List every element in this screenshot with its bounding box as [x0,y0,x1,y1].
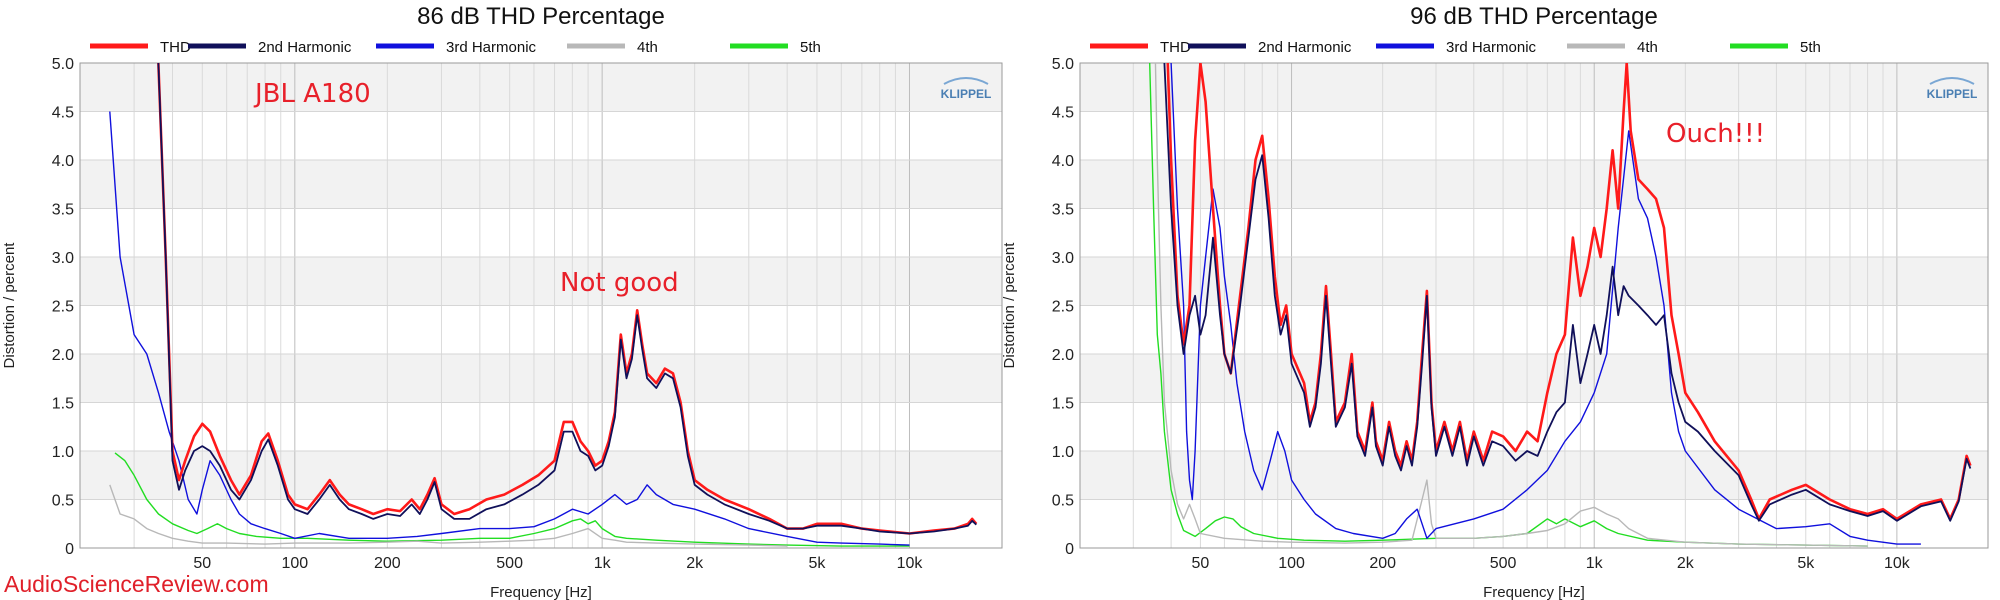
legend-label: THD [1160,39,1191,56]
y-tick-label: 1.0 [52,444,74,461]
x-tick-label: 100 [1278,555,1305,572]
legend-label: 4th [1637,39,1658,56]
klippel-arc [943,77,989,85]
y-tick-label: 5.0 [1052,56,1074,73]
x-tick-label: 50 [1192,555,1210,572]
series-line-4th [109,484,788,547]
klippel-logo: KLIPPEL [941,77,992,101]
legend-label: 5th [1800,39,1821,56]
y-tick-label: 2.0 [52,347,74,364]
annotation: Ouch!!! [1666,119,1765,149]
legend-label: 3rd Harmonic [1446,39,1537,56]
y-tick-label: 4.0 [1052,153,1074,170]
x-tick-label: 2k [1677,555,1695,572]
x-tick-label: 200 [1369,555,1396,572]
y-tick-label: 0.5 [1052,493,1074,510]
grid-band [80,451,1002,500]
plot-frame [1079,62,1989,549]
y-tick-label: 1.0 [1052,444,1074,461]
grid-band [80,160,1002,209]
y-tick-label: 4.5 [52,105,74,122]
y-tick-label: 1.5 [1052,396,1074,413]
x-tick-label: 2k [686,555,704,572]
y-tick-label: 3.5 [52,202,74,219]
series-line-4th [1154,63,1868,547]
series-line-3rd-harmonic [109,111,910,546]
x-tick-label: 200 [374,555,401,572]
x-tick-label: 50 [193,555,211,572]
x-tick-label: 10k [897,555,924,572]
klippel-logo-text: KLIPPEL [941,87,992,101]
y-tick-label: 1.5 [52,396,74,413]
y-axis-label: Distortion / percent [1001,242,1018,369]
klippel-arc [1929,77,1975,85]
y-tick-label: 0 [65,541,74,558]
grid-band [80,354,1002,403]
legend-label: 3rd Harmonic [446,39,537,56]
x-tick-label: 1k [1586,555,1604,572]
grid-band [1080,160,1988,209]
grid-band [80,63,1002,112]
y-axis-label: Distortion / percent [1,242,18,369]
x-tick-label: 500 [496,555,523,572]
x-tick-label: 10k [1884,555,1911,572]
grid-band [1080,451,1988,500]
series-line-2nd-harmonic [1163,63,1972,522]
annotation: Not good [560,268,679,298]
annotation: JBL A180 [253,79,371,109]
legend-label: 4th [637,39,658,56]
y-tick-label: 4.0 [52,153,74,170]
y-tick-label: 0.5 [52,493,74,510]
y-tick-label: 4.5 [1052,105,1074,122]
x-axis-label: Frequency [Hz] [1483,584,1585,600]
legend-label: 5th [800,39,821,56]
series-line-5th [1149,63,1868,547]
klippel-logo: KLIPPEL [1927,77,1978,101]
grid-band [1080,354,1988,403]
grid-band [80,257,1002,306]
watermark: AudioScienceReview.com [4,571,269,597]
y-tick-label: 3.0 [1052,250,1074,267]
y-tick-label: 2.5 [52,299,74,316]
x-tick-label: 500 [1490,555,1517,572]
chart-title: 96 dB THD Percentage [1410,3,1658,30]
legend-label: THD [160,39,191,56]
x-axis-label: Frequency [Hz] [490,584,592,600]
series-line-thd [157,63,978,535]
chart-panel-2: 0 0.5 1.0 1.5 2.0 2.5 3.0 3.5 4.0 4.5 5.0 50 100 200 5… [1001,3,1989,600]
x-tick-label: 1k [594,555,612,572]
x-tick-label: 5k [809,555,827,572]
series-line-2nd-harmonic [157,63,977,535]
series-line-5th [114,452,910,547]
klippel-logo-text: KLIPPEL [1927,87,1978,101]
y-tick-label: 3.5 [1052,202,1074,219]
chart-title: 86 dB THD Percentage [417,3,665,30]
y-tick-label: 2.5 [1052,299,1074,316]
grid-band [1080,63,1988,112]
x-tick-label: 5k [1797,555,1815,572]
chart-panel-1: 0 0.5 1.0 1.5 2.0 2.5 3.0 3.5 4.0 4.5 5.0 50 100 200 5… [1,3,1003,600]
legend-label: 2nd Harmonic [258,39,352,56]
legend-label: 2nd Harmonic [1258,39,1352,56]
grid-band [1080,257,1988,306]
series-line-3rd-harmonic [1170,63,1921,545]
y-tick-label: 2.0 [1052,347,1074,364]
x-tick-label: 100 [281,555,308,572]
y-tick-label: 3.0 [52,250,74,267]
y-tick-label: 0 [1065,541,1074,558]
plot-frame [79,62,1003,549]
y-tick-label: 5.0 [52,56,74,73]
